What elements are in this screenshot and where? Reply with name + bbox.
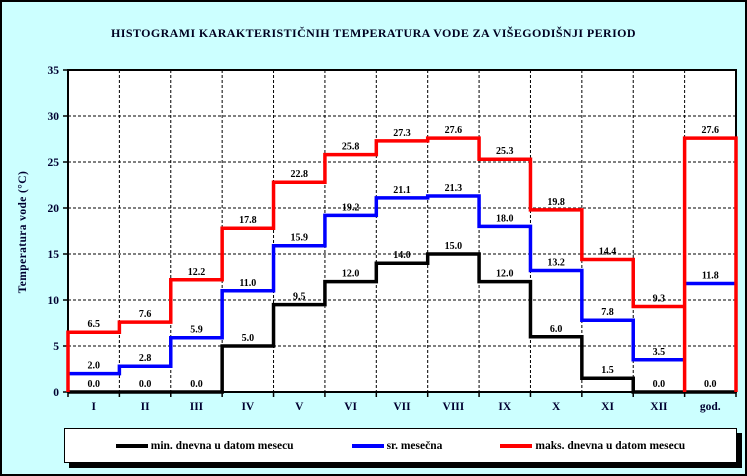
x-axis-category-label: VII [393, 401, 411, 413]
data-label: 27.6 [702, 125, 720, 136]
data-label: 7.8 [601, 307, 614, 318]
data-label: 5.9 [190, 325, 203, 336]
chart-title: HISTOGRAMI KARAKTERISTIČNIH TEMPERATURA … [111, 26, 636, 40]
y-axis-tick-label: 15 [48, 249, 60, 261]
data-label: 0.0 [653, 379, 666, 390]
x-axis-category-label: IX [498, 401, 511, 413]
data-label: 0.0 [87, 379, 100, 390]
data-label: 12.0 [496, 269, 514, 280]
data-label: 27.6 [445, 125, 463, 136]
y-axis-tick-label: 25 [48, 157, 60, 169]
y-axis-tick-label: 30 [48, 111, 60, 123]
data-label: 21.1 [393, 185, 411, 196]
data-label: 17.8 [239, 215, 257, 226]
x-axis-category-label: I [91, 401, 96, 413]
data-label: 7.6 [139, 309, 152, 320]
x-axis-category-label: XII [650, 401, 668, 413]
series-line-2 [66, 136, 685, 392]
series-line-1 [68, 194, 685, 376]
data-label: 3.5 [653, 347, 666, 358]
data-label: 2.8 [139, 353, 152, 364]
data-label: 0.0 [190, 379, 203, 390]
legend-line-swatch [115, 443, 148, 448]
legend-label: sr. mesečna [386, 439, 443, 452]
data-label: 19.2 [342, 202, 360, 213]
y-axis-tick-label: 0 [53, 387, 59, 399]
data-label: 14.4 [599, 247, 617, 258]
data-label: 6.5 [87, 319, 100, 330]
data-label: 1.5 [601, 365, 614, 376]
data-label: 27.3 [393, 128, 411, 139]
legend-item-2: maks. dnevna u datom mesecu [500, 440, 685, 452]
data-label: 14.0 [393, 250, 411, 261]
legend: min. dnevna u datom mesecu sr. mesečna mak… [64, 428, 737, 463]
x-axis-category-label: V [295, 401, 304, 413]
legend-item-1: sr. mesečna [351, 439, 443, 452]
data-label: 13.2 [547, 258, 565, 269]
x-axis-category-label: god. [700, 401, 721, 413]
legend-label: min. dnevna u datom mesecu [150, 439, 294, 452]
data-label: 6.0 [550, 324, 563, 335]
data-label: 5.0 [242, 333, 255, 344]
data-label: 11.8 [702, 270, 719, 281]
plot-background [68, 70, 736, 392]
y-axis-tick-label: 20 [48, 203, 60, 215]
series-line-2-god [682, 136, 738, 392]
legend-item-0: min. dnevna u datom mesecu [115, 439, 294, 452]
data-label: 11.0 [239, 278, 256, 289]
data-label: 12.0 [342, 269, 360, 280]
y-axis-tick-label: 5 [53, 341, 59, 353]
legend-line-swatch [351, 443, 384, 448]
data-label: 12.2 [188, 267, 206, 278]
x-axis-category-label: XI [601, 401, 614, 413]
data-label: 21.3 [445, 183, 463, 194]
data-label: 15.0 [445, 241, 463, 252]
data-label: 22.8 [290, 169, 308, 180]
data-label: 25.8 [342, 142, 360, 153]
x-axis-category-label: III [190, 401, 204, 413]
data-label: 18.0 [496, 213, 514, 224]
legend-label: maks. dnevna u datom mesecu [535, 439, 686, 452]
x-axis-category-label: II [141, 401, 150, 413]
x-axis-category-label: X [552, 401, 561, 413]
series-line-0 [68, 252, 736, 394]
legend-line-swatch [500, 443, 533, 448]
data-label: 2.0 [87, 361, 100, 372]
data-label: 19.8 [547, 197, 565, 208]
y-axis-tick-label: 10 [48, 295, 60, 307]
data-label: 25.3 [496, 146, 514, 157]
data-label: 0.0 [704, 379, 717, 390]
data-label: 9.3 [653, 293, 666, 304]
x-axis-category-label: IV [241, 401, 254, 413]
data-label: 9.5 [293, 292, 306, 303]
y-axis-tick-label: 35 [48, 65, 60, 77]
x-axis-category-label: VIII [443, 401, 465, 413]
data-label: 15.9 [290, 233, 308, 244]
x-axis-category-label: VI [344, 401, 357, 413]
data-label: 0.0 [139, 379, 152, 390]
